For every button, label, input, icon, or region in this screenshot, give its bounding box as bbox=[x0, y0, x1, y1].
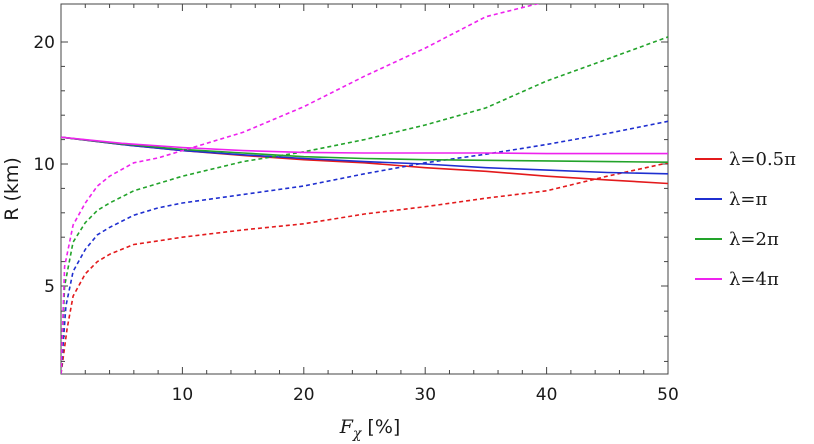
legend-label: λ=2π bbox=[729, 229, 779, 250]
x-tick-label: 30 bbox=[414, 385, 436, 405]
x-axis-title: Fχ [%] bbox=[339, 416, 401, 442]
y-tick-label: 20 bbox=[33, 33, 55, 53]
series-lambda-2pi-solid-line bbox=[61, 136, 668, 163]
legend-label: λ=π bbox=[729, 189, 767, 210]
y-axis-title: R (km) bbox=[1, 157, 23, 221]
x-axis-ticks: 10 20 30 40 50 bbox=[60, 4, 679, 405]
series-lambda-pi-dashed-line bbox=[61, 120, 668, 374]
legend-label: λ=0.5π bbox=[729, 149, 796, 170]
series-lambda-pi-solid-line bbox=[61, 136, 668, 175]
x-tick-label: 40 bbox=[536, 385, 558, 405]
series-lambda-0-5pi-dashed-line bbox=[61, 162, 668, 374]
legend: λ=0.5π λ=π λ=2π λ=4π bbox=[695, 149, 796, 290]
series-lines bbox=[61, 4, 668, 374]
series-lambda-0-5pi-solid-line bbox=[61, 136, 668, 185]
legend-label: λ=4π bbox=[729, 269, 779, 290]
series-lambda-2pi-dashed-line bbox=[61, 36, 668, 374]
x-axis-title-sub: χ bbox=[352, 426, 363, 442]
series-lambda-4pi-dashed-line bbox=[61, 4, 540, 374]
x-axis-title-main: F bbox=[339, 416, 354, 438]
plot-border bbox=[60, 3, 669, 375]
series-lambda-4pi-solid-line bbox=[61, 136, 668, 155]
plot-frame bbox=[60, 3, 669, 375]
y-tick-label: 10 bbox=[33, 155, 55, 175]
x-tick-label: 10 bbox=[172, 385, 194, 405]
y-axis-ticks: 5 10 20 bbox=[33, 33, 668, 362]
x-axis-title-unit: [%] bbox=[361, 416, 400, 438]
y-tick-label: 5 bbox=[44, 277, 55, 297]
x-tick-label: 20 bbox=[293, 385, 315, 405]
x-tick-label: 50 bbox=[657, 385, 679, 405]
